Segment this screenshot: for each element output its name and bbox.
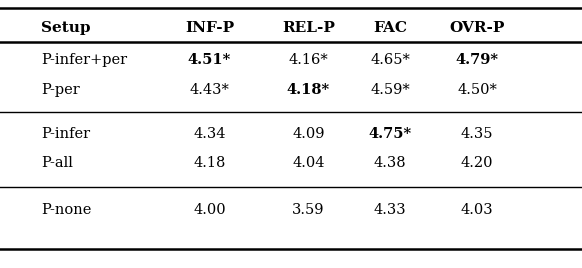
Text: Setup: Setup	[41, 21, 90, 35]
Text: P-infer: P-infer	[41, 127, 90, 141]
Text: INF-P: INF-P	[185, 21, 234, 35]
Text: 4.35: 4.35	[461, 127, 494, 141]
Text: 4.00: 4.00	[193, 203, 226, 217]
Text: 4.75*: 4.75*	[368, 127, 411, 141]
Text: 4.04: 4.04	[292, 157, 325, 170]
Text: P-infer+per: P-infer+per	[41, 53, 127, 67]
Text: 4.79*: 4.79*	[456, 53, 499, 67]
Text: 4.18*: 4.18*	[287, 83, 330, 97]
Text: 4.20: 4.20	[461, 157, 494, 170]
Text: 4.18: 4.18	[193, 157, 226, 170]
Text: 4.59*: 4.59*	[370, 83, 410, 97]
Text: FAC: FAC	[373, 21, 407, 35]
Text: P-per: P-per	[41, 83, 80, 97]
Text: 4.43*: 4.43*	[190, 83, 229, 97]
Text: 4.38: 4.38	[374, 157, 406, 170]
Text: 4.50*: 4.50*	[457, 83, 497, 97]
Text: 4.16*: 4.16*	[289, 53, 328, 67]
Text: P-all: P-all	[41, 157, 73, 170]
Text: 3.59: 3.59	[292, 203, 325, 217]
Text: 4.51*: 4.51*	[188, 53, 231, 67]
Text: OVR-P: OVR-P	[449, 21, 505, 35]
Text: P-none: P-none	[41, 203, 91, 217]
Text: REL-P: REL-P	[282, 21, 335, 35]
Text: 4.09: 4.09	[292, 127, 325, 141]
Text: 4.34: 4.34	[193, 127, 226, 141]
Text: 4.65*: 4.65*	[370, 53, 410, 67]
Text: 4.03: 4.03	[461, 203, 494, 217]
Text: 4.33: 4.33	[374, 203, 406, 217]
